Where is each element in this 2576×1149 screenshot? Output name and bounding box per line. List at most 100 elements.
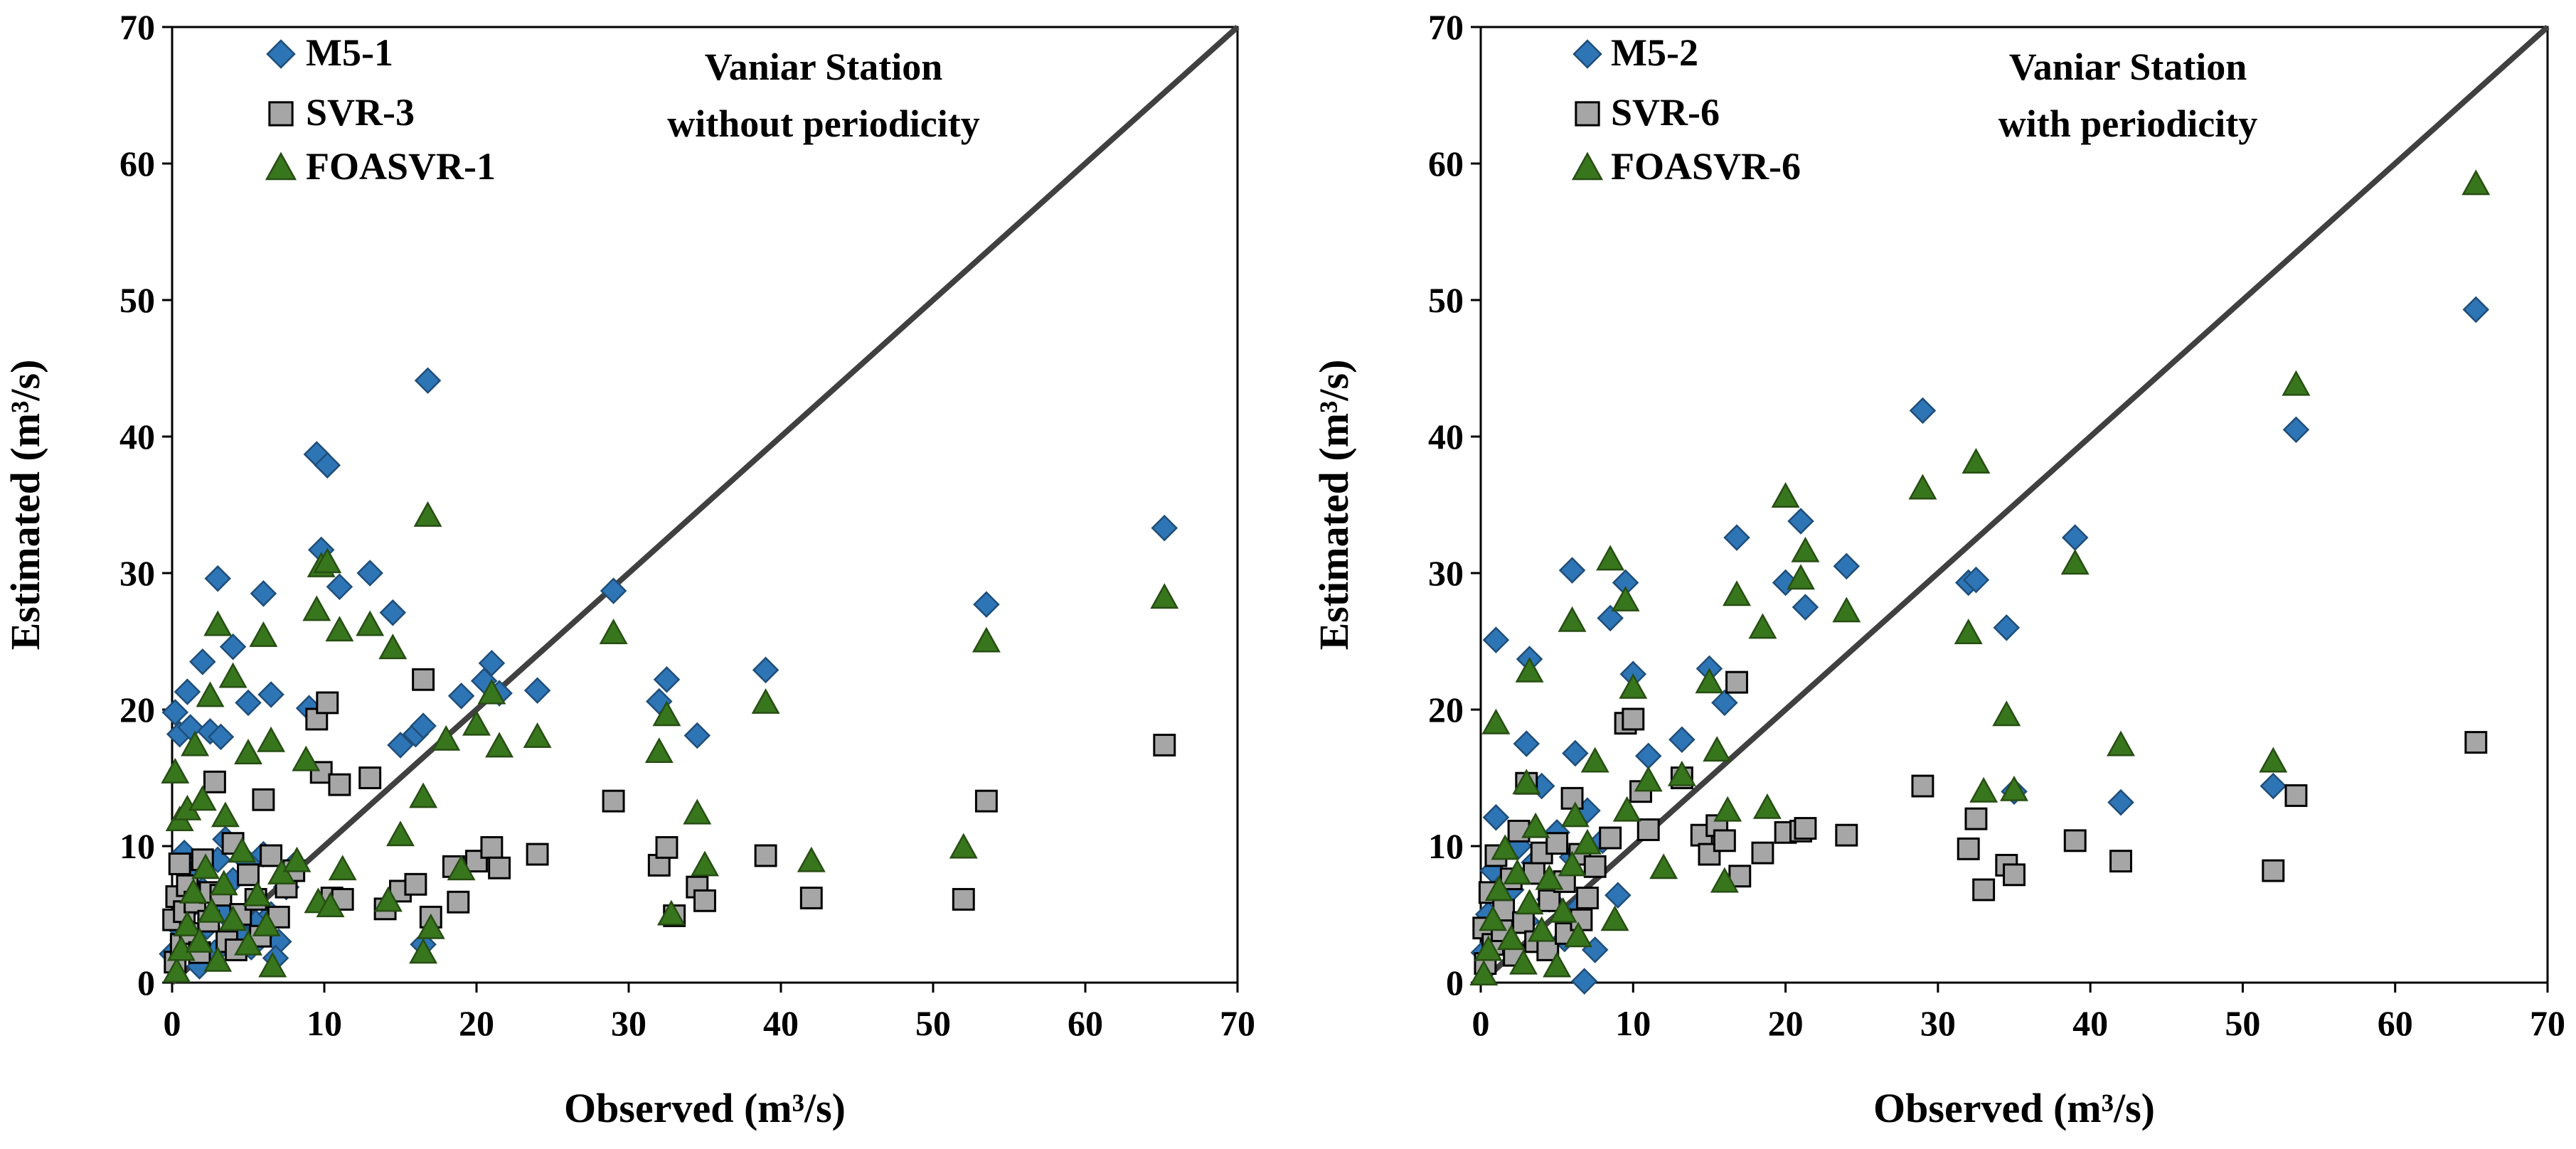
data-point	[1908, 474, 1937, 500]
data-point	[1469, 960, 1499, 986]
data-point	[523, 677, 551, 704]
data-point	[2003, 863, 2026, 887]
data-point	[302, 595, 331, 621]
data-point	[1599, 826, 1622, 850]
data-point	[1969, 776, 1998, 803]
data-point	[234, 929, 262, 956]
data-point	[1909, 397, 1937, 424]
data-point	[1972, 878, 1996, 902]
data-point	[1558, 850, 1587, 877]
data-point	[1787, 508, 1814, 535]
data-point	[602, 789, 625, 813]
data-point	[599, 619, 628, 645]
data-point	[1695, 668, 1724, 694]
data-point	[1833, 552, 1861, 580]
y-axis-title: Estimated (m³/s)	[1311, 360, 1357, 651]
data-point	[207, 723, 235, 751]
data-point	[799, 887, 823, 909]
plot-area	[1479, 26, 2549, 984]
data-point	[1962, 566, 1990, 594]
annotation-line: with periodicity	[1998, 102, 2257, 145]
data-point	[404, 872, 427, 896]
data-point	[316, 691, 339, 715]
data-point	[1560, 801, 1590, 828]
data-point	[754, 844, 777, 867]
data-point	[973, 591, 1000, 618]
y-tick-label: 70	[1428, 7, 1464, 47]
legend-label: M5-1	[306, 31, 393, 74]
data-point	[653, 666, 681, 693]
data-point	[1725, 670, 1748, 694]
data-point	[373, 886, 403, 912]
y-tick-label: 40	[1428, 417, 1464, 456]
data-point	[197, 897, 226, 923]
data-point	[209, 870, 238, 896]
data-point	[485, 732, 514, 758]
data-point	[1711, 689, 1738, 717]
data-point	[416, 913, 445, 939]
data-point	[313, 547, 342, 574]
series-foasvr-1	[161, 501, 1179, 983]
legend-marker-foasvr-6	[1571, 151, 1604, 181]
data-point	[260, 844, 283, 867]
data-point	[644, 737, 674, 764]
y-tick-label: 60	[119, 144, 155, 183]
data-point	[1604, 882, 1632, 909]
data-point	[1993, 614, 2021, 641]
data-point	[1545, 832, 1569, 855]
data-point	[1964, 807, 1988, 830]
one-to-one-line	[170, 25, 1240, 985]
data-point	[2282, 370, 2311, 396]
data-point	[1962, 448, 1991, 474]
data-point	[1771, 482, 1800, 508]
data-point	[292, 745, 321, 771]
data-point	[252, 910, 281, 936]
data-point	[693, 889, 716, 912]
data-point	[1513, 730, 1540, 757]
data-point	[1752, 793, 1782, 819]
data-point	[1151, 514, 1178, 542]
data-point	[2282, 416, 2310, 444]
data-point	[972, 626, 1001, 653]
data-point	[2063, 829, 2087, 853]
data-point	[1835, 823, 1858, 847]
data-point	[1482, 626, 1510, 653]
data-point	[1957, 837, 1980, 860]
data-point	[189, 648, 216, 675]
x-tick-label: 70	[2530, 1003, 2565, 1043]
data-point	[1583, 855, 1607, 878]
data-point	[412, 668, 435, 691]
data-point	[1560, 786, 1584, 810]
data-point	[409, 938, 438, 964]
data-point	[1597, 604, 1624, 632]
y-tick-label: 70	[119, 7, 155, 47]
series-svr-6	[1472, 670, 2488, 976]
data-point	[2464, 731, 2488, 754]
data-point	[316, 892, 345, 918]
data-point	[652, 700, 681, 727]
y-axis-title: Estimated (m³/s)	[2, 360, 48, 651]
data-point	[218, 905, 248, 931]
data-point	[228, 837, 257, 863]
legend-marker-svr-3	[268, 101, 294, 127]
data-point	[2107, 730, 2135, 757]
data-point	[600, 577, 627, 604]
data-point	[2461, 169, 2491, 196]
y-tick-label: 30	[1428, 553, 1464, 593]
x-tick-label: 20	[1768, 1003, 1804, 1043]
station-annotation: Vaniar Station without periodicity	[667, 46, 980, 145]
data-point	[243, 880, 272, 907]
data-point	[523, 722, 552, 748]
x-tick-label: 50	[2225, 1003, 2260, 1043]
data-point	[1713, 796, 1742, 822]
data-point	[257, 726, 286, 752]
data-point	[414, 367, 442, 395]
y-tick-label: 60	[1428, 144, 1464, 183]
data-point	[1710, 867, 1739, 893]
data-point	[166, 935, 196, 961]
x-tick-label: 0	[1472, 1003, 1490, 1043]
data-point	[1600, 905, 1629, 931]
data-point	[358, 766, 382, 789]
data-point	[203, 610, 233, 636]
